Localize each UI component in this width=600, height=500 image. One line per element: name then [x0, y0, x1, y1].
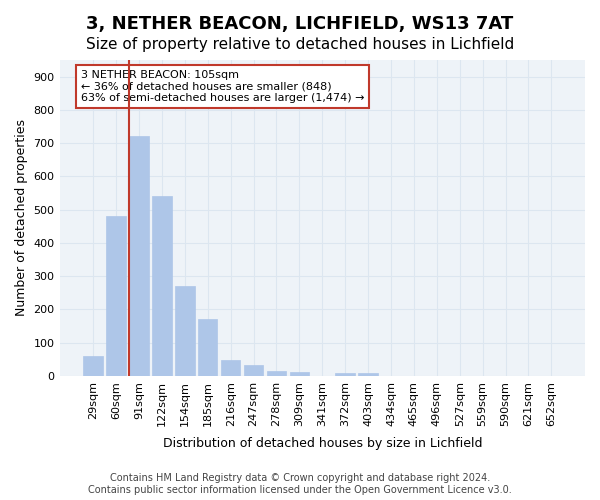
- Text: Size of property relative to detached houses in Lichfield: Size of property relative to detached ho…: [86, 38, 514, 52]
- Bar: [335, 373, 355, 376]
- Bar: [83, 356, 103, 376]
- Bar: [358, 373, 378, 376]
- Text: 3 NETHER BEACON: 105sqm
← 36% of detached houses are smaller (848)
63% of semi-d: 3 NETHER BEACON: 105sqm ← 36% of detache…: [80, 70, 364, 103]
- Bar: [267, 370, 286, 376]
- Y-axis label: Number of detached properties: Number of detached properties: [15, 120, 28, 316]
- Bar: [290, 372, 309, 376]
- Bar: [175, 286, 194, 376]
- Bar: [106, 216, 126, 376]
- Text: 3, NETHER BEACON, LICHFIELD, WS13 7AT: 3, NETHER BEACON, LICHFIELD, WS13 7AT: [86, 15, 514, 33]
- X-axis label: Distribution of detached houses by size in Lichfield: Distribution of detached houses by size …: [163, 437, 482, 450]
- Bar: [244, 366, 263, 376]
- Bar: [129, 136, 149, 376]
- Bar: [198, 320, 217, 376]
- Bar: [152, 196, 172, 376]
- Text: Contains HM Land Registry data © Crown copyright and database right 2024.
Contai: Contains HM Land Registry data © Crown c…: [88, 474, 512, 495]
- Bar: [221, 360, 241, 376]
